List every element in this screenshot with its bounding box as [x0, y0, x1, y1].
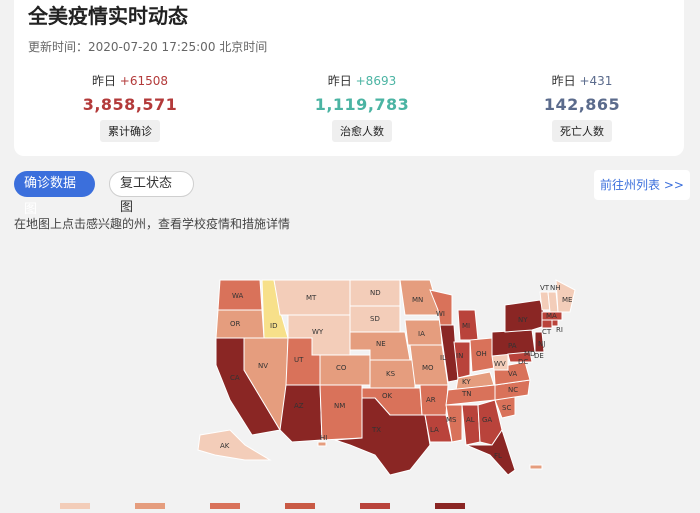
- state-label: CA: [230, 374, 240, 382]
- legend-swatch: [285, 503, 316, 509]
- state-label: OK: [382, 392, 393, 400]
- state-label: KY: [462, 378, 471, 386]
- state-label: NM: [334, 402, 345, 410]
- state-hi[interactable]: [317, 441, 327, 447]
- state-label: MO: [422, 364, 434, 372]
- state-list-link[interactable]: 前往州列表 >>: [594, 170, 690, 200]
- legend-swatch: [135, 503, 166, 509]
- state-label: VA: [508, 370, 517, 378]
- state-md[interactable]: [507, 351, 533, 363]
- state-label: SC: [502, 404, 511, 412]
- state-nm[interactable]: [319, 384, 363, 441]
- state-label: ME: [562, 296, 572, 304]
- state-label: NV: [258, 362, 268, 370]
- confirmed-map-tab[interactable]: 确诊数据图: [14, 171, 95, 217]
- state-label: WY: [312, 328, 324, 336]
- state-label: MI: [462, 322, 470, 330]
- state-label: CT: [542, 328, 552, 336]
- state-label: HI: [320, 434, 327, 442]
- stat-recovered: 昨日 +8693 1,119,783 治愈人数: [292, 72, 432, 142]
- summary-card: 全美疫情实时动态 更新时间：2020-07-20 17:25:00 北京时间 昨…: [14, 0, 684, 156]
- state-label: MS: [446, 416, 457, 424]
- state-ms[interactable]: [445, 404, 463, 443]
- state-label: NJ: [538, 340, 545, 348]
- state-label: IL: [440, 354, 446, 362]
- state-id[interactable]: [261, 279, 289, 339]
- legend-swatch: [360, 503, 391, 509]
- state-label: AZ: [294, 402, 304, 410]
- state-label: NY: [518, 316, 528, 324]
- state-label: AR: [426, 396, 436, 404]
- state-ny[interactable]: [504, 299, 549, 333]
- state-ri[interactable]: [551, 319, 559, 327]
- state-al[interactable]: [461, 404, 481, 446]
- state-label: DE: [534, 352, 544, 360]
- state-label: NH: [550, 284, 561, 292]
- state-label: WV: [494, 360, 506, 368]
- state-label: IA: [418, 330, 425, 338]
- update-time: 更新时间：2020-07-20 17:25:00 北京时间: [28, 40, 268, 54]
- state-label: MT: [306, 294, 317, 302]
- stat-delta: 昨日 +8693: [327, 74, 397, 88]
- state-nj[interactable]: [534, 331, 545, 353]
- state-label: DC: [518, 358, 528, 366]
- stat-deaths: 昨日 +431 142,865 死亡人数: [512, 72, 652, 142]
- legend-swatch: [210, 503, 241, 509]
- state-label: NC: [508, 386, 518, 394]
- state-in[interactable]: [453, 341, 471, 379]
- state-label: TX: [371, 426, 381, 434]
- state-label: UT: [294, 356, 304, 364]
- state-label: TN: [461, 390, 472, 398]
- state-label: NE: [376, 340, 386, 348]
- state-label: CO: [336, 364, 347, 372]
- state-ma[interactable]: [541, 311, 563, 321]
- state-label: GA: [482, 416, 492, 424]
- state-label: AL: [466, 416, 475, 424]
- state-label: RI: [556, 326, 563, 334]
- state-label: VT: [540, 284, 550, 292]
- stat-value: 1,119,783: [314, 95, 410, 114]
- state-label: ID: [270, 322, 277, 330]
- state-ak[interactable]: [197, 429, 272, 461]
- state-label: WA: [232, 292, 244, 300]
- state-labels: WA OR CA NV ID MT WY UT AZ CO NM ND SD N…: [220, 284, 572, 460]
- stat-delta: 昨日 +431: [551, 74, 613, 88]
- state-label: MN: [412, 296, 423, 304]
- state-label: MA: [546, 312, 557, 320]
- state-label: IN: [456, 352, 463, 360]
- stat-label: 死亡人数: [552, 120, 612, 142]
- reopen-map-tab[interactable]: 复工状态图: [109, 171, 194, 215]
- stat-value: 142,865: [543, 95, 621, 114]
- legend-swatch: [435, 503, 466, 509]
- stat-label: 累计确诊: [100, 120, 160, 142]
- state-me[interactable]: [555, 279, 576, 313]
- color-legend: [60, 494, 505, 513]
- state-tx[interactable]: [334, 397, 431, 476]
- stat-confirmed: 昨日 +61508 3,858,571 累计确诊: [60, 72, 200, 142]
- state-az[interactable]: [279, 384, 323, 443]
- legend-swatch: [60, 503, 90, 509]
- state-label: ND: [370, 289, 381, 297]
- state-fl[interactable]: [465, 428, 516, 476]
- state-label: PA: [508, 342, 517, 350]
- state-label: OH: [476, 350, 487, 358]
- territory-pr[interactable]: [529, 464, 543, 470]
- state-label: KS: [386, 370, 396, 378]
- us-states-map[interactable]: WA OR CA NV ID MT WY UT AZ CO NM ND SD N…: [190, 270, 590, 480]
- state-label: SD: [370, 315, 380, 323]
- page-title: 全美疫情实时动态: [28, 4, 188, 28]
- stat-label: 治愈人数: [332, 120, 392, 142]
- state-label: WI: [436, 310, 445, 318]
- stat-delta: 昨日 +61508: [91, 74, 169, 88]
- state-label: OR: [230, 320, 241, 328]
- stat-value: 3,858,571: [82, 95, 178, 114]
- state-ct[interactable]: [541, 319, 553, 329]
- state-label: FL: [494, 452, 502, 460]
- state-label: AK: [220, 442, 230, 450]
- state-label: MD: [524, 350, 535, 358]
- map-hint: 在地图上点击感兴趣的州，查看学校疫情和措施详情: [14, 217, 291, 231]
- state-label: LA: [430, 426, 439, 434]
